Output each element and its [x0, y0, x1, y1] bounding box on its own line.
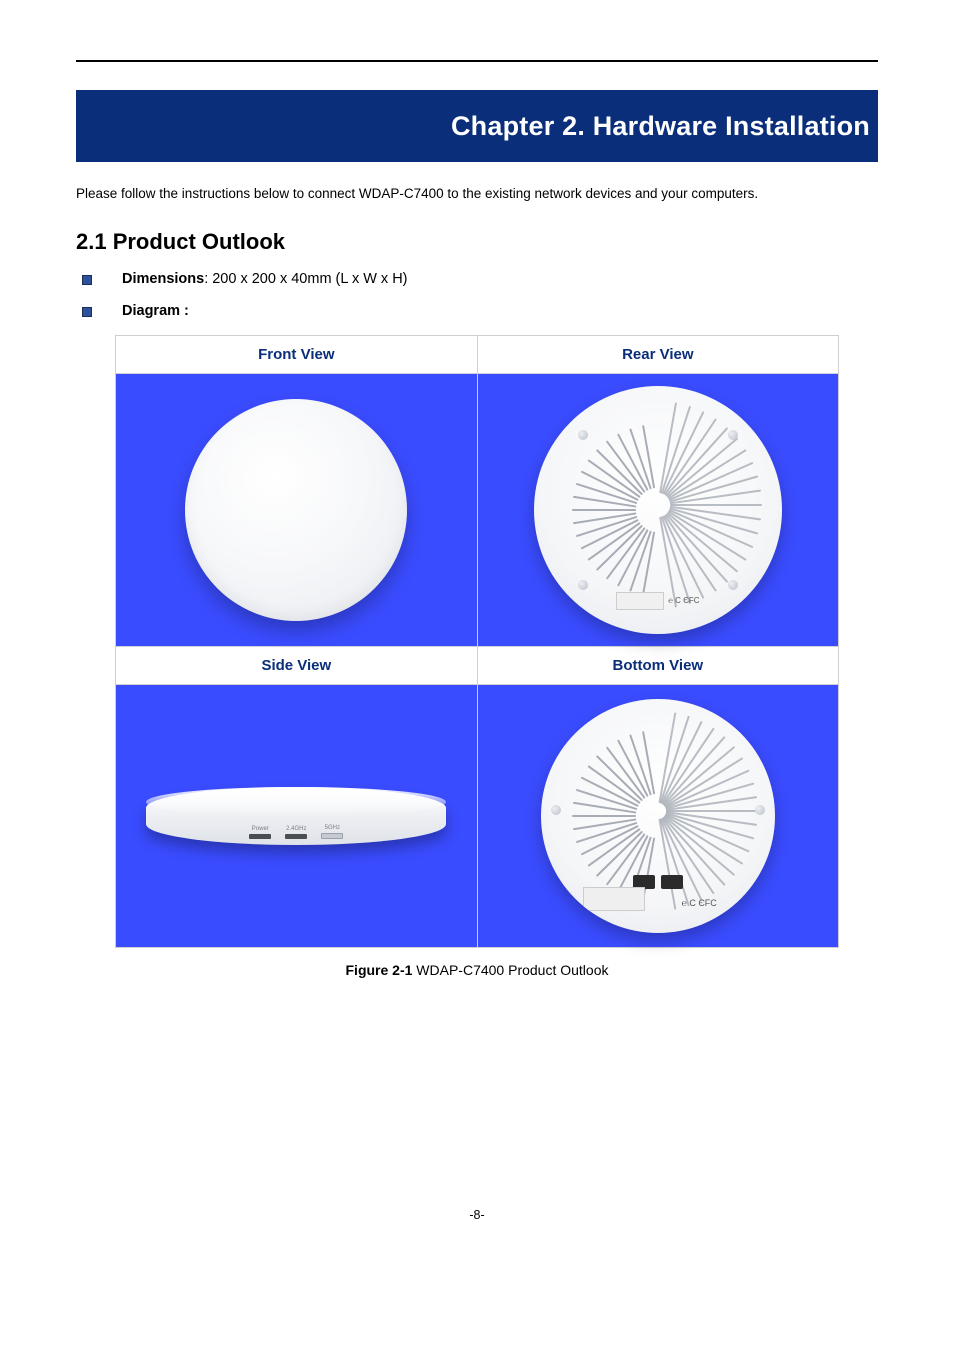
table-header-bottom: Bottom View: [477, 647, 838, 685]
screw-icon: [728, 580, 738, 590]
rear-label-block: ℮ C ЄFC: [599, 590, 717, 612]
product-views-table: Front View Rear View: [115, 335, 839, 948]
chapter-title: Chapter 2. Hardware Installation: [451, 111, 870, 142]
side-view-cell: Power2.4GHz5GHz: [116, 685, 478, 948]
rear-sticker: [616, 592, 664, 610]
square-bullet-icon: [82, 307, 92, 317]
screw-icon: [728, 430, 738, 440]
section-heading: 2.1 Product Outlook: [76, 229, 878, 255]
device-side-illustration: Power2.4GHz5GHz: [146, 787, 446, 845]
device-front-illustration: [185, 399, 407, 621]
intro-paragraph: Please follow the instructions below to …: [76, 186, 878, 201]
table-header-side: Side View: [116, 647, 478, 685]
bullet-diagram: Diagram :: [76, 303, 878, 319]
bottom-vent-pattern: [541, 699, 775, 933]
device-rear-illustration: ℮ C ЄFC: [534, 386, 782, 634]
screw-icon: [551, 805, 561, 815]
bullet-dimensions: Dimensions: 200 x 200 x 40mm (L x W x H): [76, 271, 878, 287]
screw-icon: [755, 805, 765, 815]
diagram-label: Diagram :: [122, 303, 189, 319]
page-number: -8-: [76, 1208, 878, 1222]
device-bottom-illustration: ℮ C ЄFC: [541, 699, 775, 933]
square-bullet-icon: [82, 275, 92, 285]
rear-view-image: ℮ C ЄFC: [478, 374, 838, 646]
figure-number: Figure 2-1: [346, 962, 413, 978]
port-icon: [661, 875, 683, 889]
table-header-front: Front View: [116, 336, 478, 374]
front-view-image: [116, 374, 477, 646]
dimensions-label: Dimensions: [122, 271, 204, 287]
bottom-view-cell: ℮ C ЄFC: [477, 685, 838, 948]
rear-cert-marks: ℮ C ЄFC: [668, 597, 699, 605]
dimensions-text: Dimensions: 200 x 200 x 40mm (L x W x H): [122, 271, 408, 287]
bottom-view-image: ℮ C ЄFC: [478, 685, 838, 947]
rear-view-cell: ℮ C ЄFC: [477, 374, 838, 647]
screw-icon: [578, 580, 588, 590]
side-port-labels: Power2.4GHz5GHz: [249, 825, 343, 839]
bottom-cert-marks: ℮ C ЄFC: [681, 899, 716, 909]
top-horizontal-rule: [76, 60, 878, 62]
bottom-sticker: [583, 887, 645, 911]
diagram-label-text: Diagram :: [122, 303, 189, 319]
figure-caption: Figure 2-1 WDAP-C7400 Product Outlook: [76, 962, 878, 978]
table-header-rear: Rear View: [477, 336, 838, 374]
figure-caption-text: WDAP-C7400 Product Outlook: [412, 962, 608, 978]
chapter-banner: Chapter 2. Hardware Installation: [76, 90, 878, 162]
front-view-cell: [116, 374, 478, 647]
dimensions-value: : 200 x 200 x 40mm (L x W x H): [204, 271, 407, 287]
side-view-image: Power2.4GHz5GHz: [116, 685, 477, 947]
screw-icon: [578, 430, 588, 440]
